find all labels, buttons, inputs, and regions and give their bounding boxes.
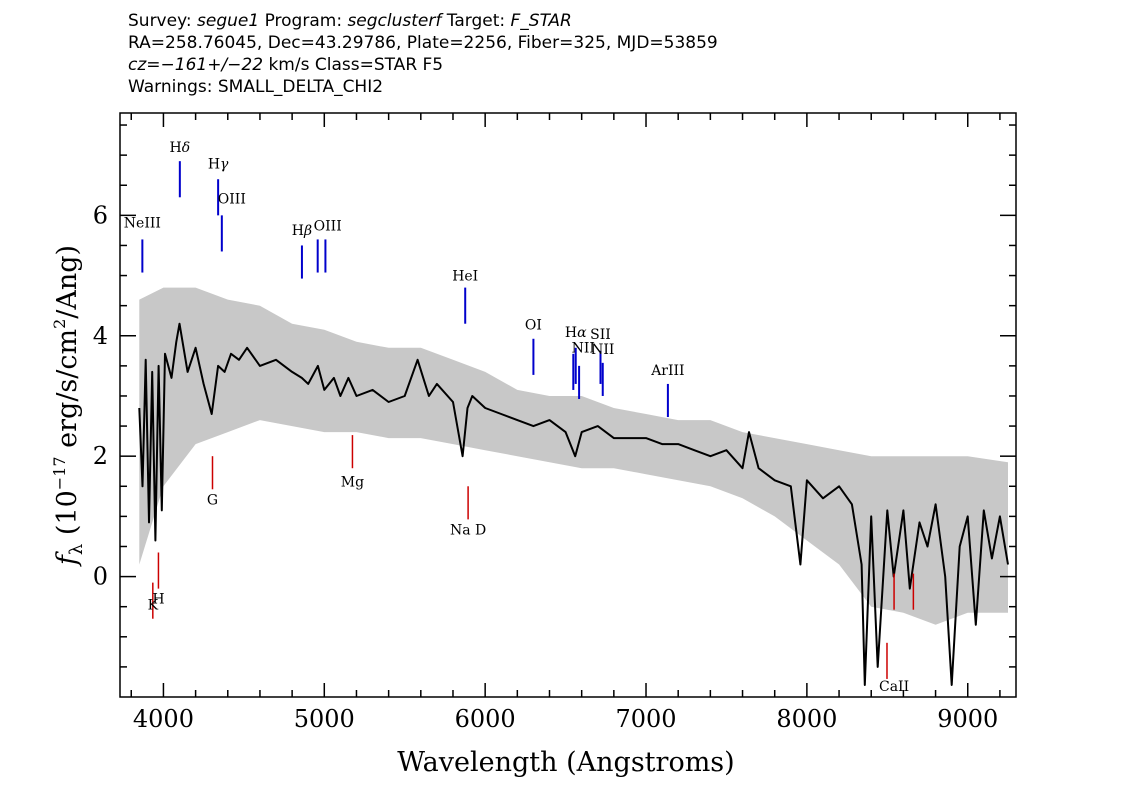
- line-marker-label: HeI: [452, 268, 478, 284]
- line-marker-label: Hγ: [208, 156, 229, 172]
- line-marker-label: Na D: [450, 522, 486, 538]
- y-axis-symbol: f: [52, 551, 83, 567]
- line-marker-label: NeIII: [124, 215, 161, 231]
- line-marker-label: CaII: [879, 679, 909, 695]
- x-tick-label: 5000: [294, 705, 355, 733]
- cz-value: −161+/−22: [160, 55, 264, 75]
- x-axis-title: Wavelength (Angstroms): [397, 747, 734, 778]
- x-tick-label: 7000: [615, 705, 676, 733]
- line-marker-label: ArIII: [650, 363, 684, 379]
- x-tick-label: 8000: [776, 705, 837, 733]
- header-line-warnings: Warnings: SMALL_DELTA_CHI2: [128, 77, 384, 97]
- tick-label-layer: 4000 5000 6000 7000 8000 9000 0 2 4 6: [93, 201, 999, 733]
- line-marker-label: Hα: [565, 325, 587, 341]
- line-marker-label: H: [152, 592, 164, 608]
- plot-frame: [119, 112, 1017, 698]
- line-marker-label: OI: [525, 318, 542, 334]
- class-text: km/s Class=STAR F5: [263, 55, 444, 75]
- x-tick-label: 6000: [455, 705, 516, 733]
- error-band: [139, 287, 1009, 625]
- y-axis-scale-exp: −17: [50, 456, 69, 490]
- spectrum-header: Survey: segue1 Program: segclusterf Targ…: [128, 10, 718, 98]
- line-marker-label: OIII: [218, 191, 246, 207]
- program-label: Program:: [259, 11, 348, 31]
- y-axis-unit: erg/s/cm: [52, 329, 83, 457]
- x-tick-label: 4000: [133, 705, 194, 733]
- line-marker-label: G: [207, 492, 218, 508]
- survey-value: segue1: [197, 11, 260, 31]
- y-tick-label: 4: [93, 322, 108, 350]
- line-marker-label: SII: [590, 327, 611, 343]
- y-tick-label: 0: [93, 563, 108, 591]
- y-tick-label: 6: [93, 201, 108, 229]
- line-marker-label: Hδ: [170, 140, 191, 156]
- target-label: Target:: [441, 11, 511, 31]
- line-marker-label: NII: [591, 342, 614, 358]
- y-axis-unit-suffix: /Ang): [52, 245, 83, 319]
- header-line-survey: Survey: segue1 Program: segclusterf Targ…: [128, 10, 718, 32]
- flux-line: [138, 322, 1009, 686]
- error-band-layer: [139, 287, 1009, 625]
- y-axis-unit-exp: 2: [50, 319, 69, 329]
- line-marker-label: OIII: [314, 218, 342, 234]
- line-marker-label: Hβ: [292, 223, 312, 239]
- target-value: F_STAR: [510, 11, 572, 31]
- header-line-coordinates: RA=258.76045, Dec=43.29786, Plate=2256, …: [128, 33, 718, 53]
- cz-label: cz=: [128, 55, 161, 75]
- y-tick-label: 2: [93, 442, 108, 470]
- x-tick-label: 9000: [937, 705, 998, 733]
- line-marker-label: NII: [572, 341, 595, 357]
- axes-layer: [119, 112, 1017, 698]
- y-axis-scale: (10: [52, 490, 83, 543]
- y-axis-title: fλ (10−17 erg/s/cm2/Ang): [50, 245, 87, 567]
- survey-label: Survey:: [128, 11, 198, 31]
- y-axis-symbol-sub: λ: [66, 544, 87, 555]
- header-line-redshift: cz=−161+/−22 km/s Class=STAR F5: [128, 54, 718, 76]
- program-value: segclusterf: [347, 11, 442, 31]
- line-marker-label: Mg: [341, 474, 364, 490]
- line-marker-label: K: [148, 598, 159, 614]
- flux-layer: [138, 322, 1009, 686]
